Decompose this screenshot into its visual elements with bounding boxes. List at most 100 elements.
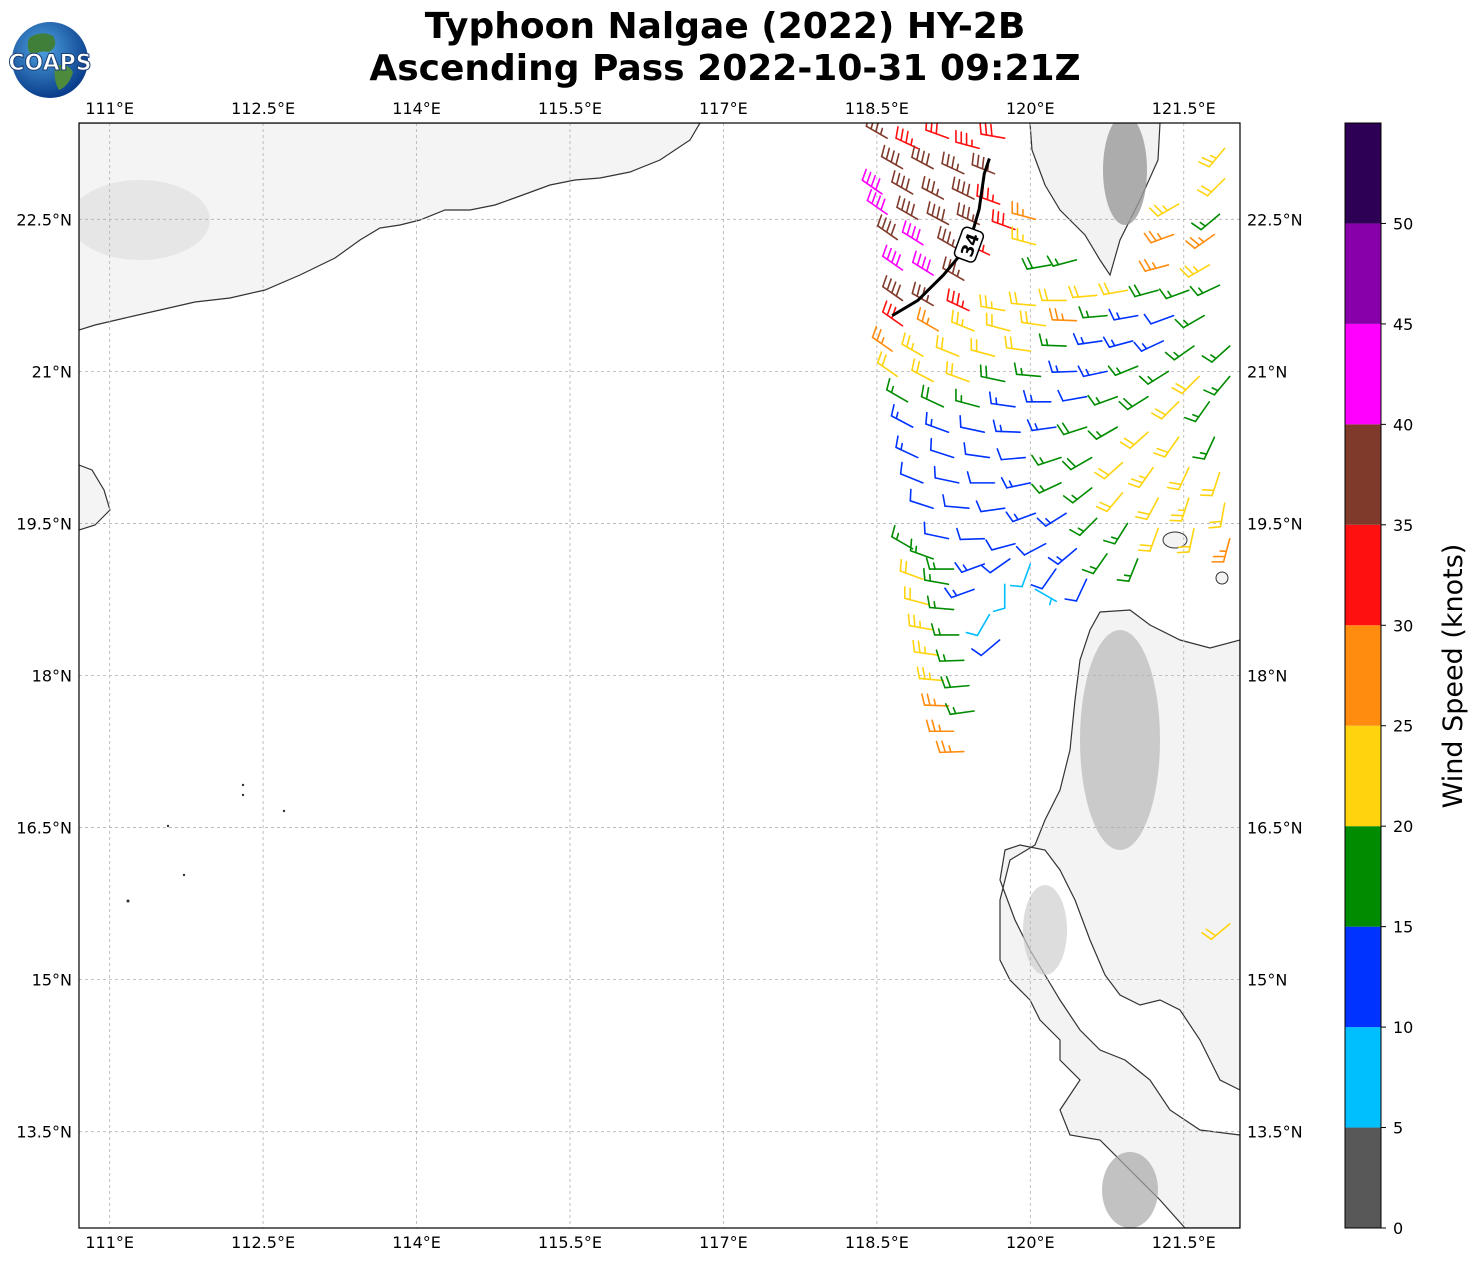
wind-barb xyxy=(911,145,934,170)
wind-barb xyxy=(991,209,1016,231)
lon-tick-label: 112.5°E xyxy=(231,1233,295,1252)
wind-barb xyxy=(937,225,960,251)
wind-barb xyxy=(946,288,970,312)
lat-tick-label: 21°N xyxy=(1247,362,1287,381)
wind-barb xyxy=(881,300,904,327)
wind-barb xyxy=(1107,365,1139,377)
coaps-logo: COAPS xyxy=(9,22,91,98)
wind-barb xyxy=(909,538,934,560)
wind-barb xyxy=(1008,291,1037,307)
lat-labels-left: 22.5°N 21°N 19.5°N 18°N 16.5°N 15°N 13.5°N xyxy=(16,210,72,1141)
islet-1 xyxy=(241,783,245,787)
wind-barb xyxy=(1148,203,1180,217)
wind-barb xyxy=(909,488,934,510)
colorbar-tick-label: 25 xyxy=(1393,717,1413,736)
wind-barbs xyxy=(861,123,1231,941)
wind-barb xyxy=(1203,375,1231,396)
wind-barb xyxy=(901,220,924,246)
lat-tick-label: 13.5°N xyxy=(16,1123,72,1142)
wind-barb xyxy=(890,403,914,428)
wind-barb xyxy=(1150,400,1180,420)
wind-barb xyxy=(1108,308,1139,321)
wind-barb xyxy=(1128,284,1159,298)
colorbar-segment xyxy=(1345,1127,1381,1228)
wind-barb xyxy=(871,325,894,352)
china-coast xyxy=(79,123,701,331)
wind-barb xyxy=(1069,517,1098,537)
wind-barb xyxy=(1134,497,1159,521)
colorbar-segment xyxy=(1345,123,1381,224)
wind-barb xyxy=(1048,307,1078,322)
wind-barb xyxy=(921,175,945,200)
wind-barb xyxy=(935,740,965,754)
wind-barb xyxy=(965,613,991,637)
wind-barb xyxy=(1094,461,1124,480)
wind-barb xyxy=(1189,284,1221,297)
wind-barb xyxy=(951,176,975,200)
colorbar-segment xyxy=(1345,826,1381,927)
wind-barb xyxy=(876,351,899,378)
wind-barb xyxy=(1133,340,1165,352)
wind-barb xyxy=(1081,553,1108,575)
lon-tick-label: 115.5°E xyxy=(538,1233,602,1252)
wind-barb xyxy=(1056,422,1088,436)
wind-barb xyxy=(1184,400,1211,423)
lon-tick-label: 120°E xyxy=(1006,1233,1055,1252)
wind-barb xyxy=(891,524,914,550)
lat-tick-label: 16.5°N xyxy=(16,819,72,838)
islet-4 xyxy=(166,824,170,828)
wind-barb xyxy=(956,527,986,541)
wind-barb xyxy=(971,639,1001,657)
calayan-island xyxy=(1215,571,1229,585)
babuyan-island xyxy=(1162,531,1188,549)
wind-barb xyxy=(980,558,1011,574)
wind-barb xyxy=(911,250,934,276)
colorbar-segment xyxy=(1345,1027,1381,1128)
islet-2 xyxy=(241,793,245,797)
map-frame xyxy=(78,122,1241,1229)
wind-barb xyxy=(1077,365,1108,378)
wind-barb xyxy=(926,595,955,611)
wind-barb xyxy=(1000,476,1032,489)
map-title-line2: Ascending Pass 2022-10-31 09:21Z xyxy=(369,48,1081,89)
wind-barb xyxy=(899,461,924,484)
wind-barb xyxy=(992,583,1006,613)
lon-labels-top: 111°E 112.5°E 114°E 115.5°E 117°E 118.5°E 120°… xyxy=(85,99,1215,118)
wind-barb xyxy=(1009,563,1032,588)
colorbar-tick-label: 30 xyxy=(1393,616,1413,635)
wind-barb xyxy=(1179,264,1211,278)
colorbar-segment xyxy=(1345,926,1381,1028)
colorbar-tick-label: 50 xyxy=(1393,214,1413,233)
wind-barb xyxy=(1171,375,1200,395)
wind-barb xyxy=(1087,394,1119,406)
wind-barb xyxy=(1138,259,1170,272)
colorbar-segment xyxy=(1345,524,1381,626)
islet-5 xyxy=(182,873,186,877)
wind-barb xyxy=(903,586,929,606)
svg-text:COAPS: COAPS xyxy=(9,51,91,76)
colorbar-tick-label: 5 xyxy=(1393,1119,1403,1138)
wind-barb xyxy=(1158,288,1190,300)
wind-barb xyxy=(929,437,955,459)
wind-barb xyxy=(920,384,945,408)
contour-34kt: 34 xyxy=(891,158,991,317)
wind-barb xyxy=(979,123,1006,140)
lat-tick-label: 18°N xyxy=(32,667,72,686)
lon-tick-label: 118.5°E xyxy=(845,1233,909,1252)
wind-barb xyxy=(1013,362,1042,378)
wind-barb xyxy=(881,244,904,271)
colorbar: 0 5 10 15 20 25 30 35 40 45 50 xyxy=(1344,122,1413,1238)
wind-barb xyxy=(1021,257,1052,270)
wind-barb xyxy=(1038,333,1067,347)
colorbar-segment xyxy=(1345,424,1381,525)
wind-barb xyxy=(1198,147,1226,168)
terrain-shading-luzon xyxy=(1080,630,1160,850)
map-title-line1: Typhoon Nalgae (2022) HY-2B xyxy=(424,6,1026,47)
lon-tick-label: 118.5°E xyxy=(845,99,909,118)
wind-barb xyxy=(963,442,991,459)
wind-barb xyxy=(950,309,975,332)
wind-barb xyxy=(916,666,945,682)
terrain-shading-china xyxy=(79,180,210,260)
wind-barb xyxy=(1137,527,1159,552)
islet-6 xyxy=(126,899,130,903)
